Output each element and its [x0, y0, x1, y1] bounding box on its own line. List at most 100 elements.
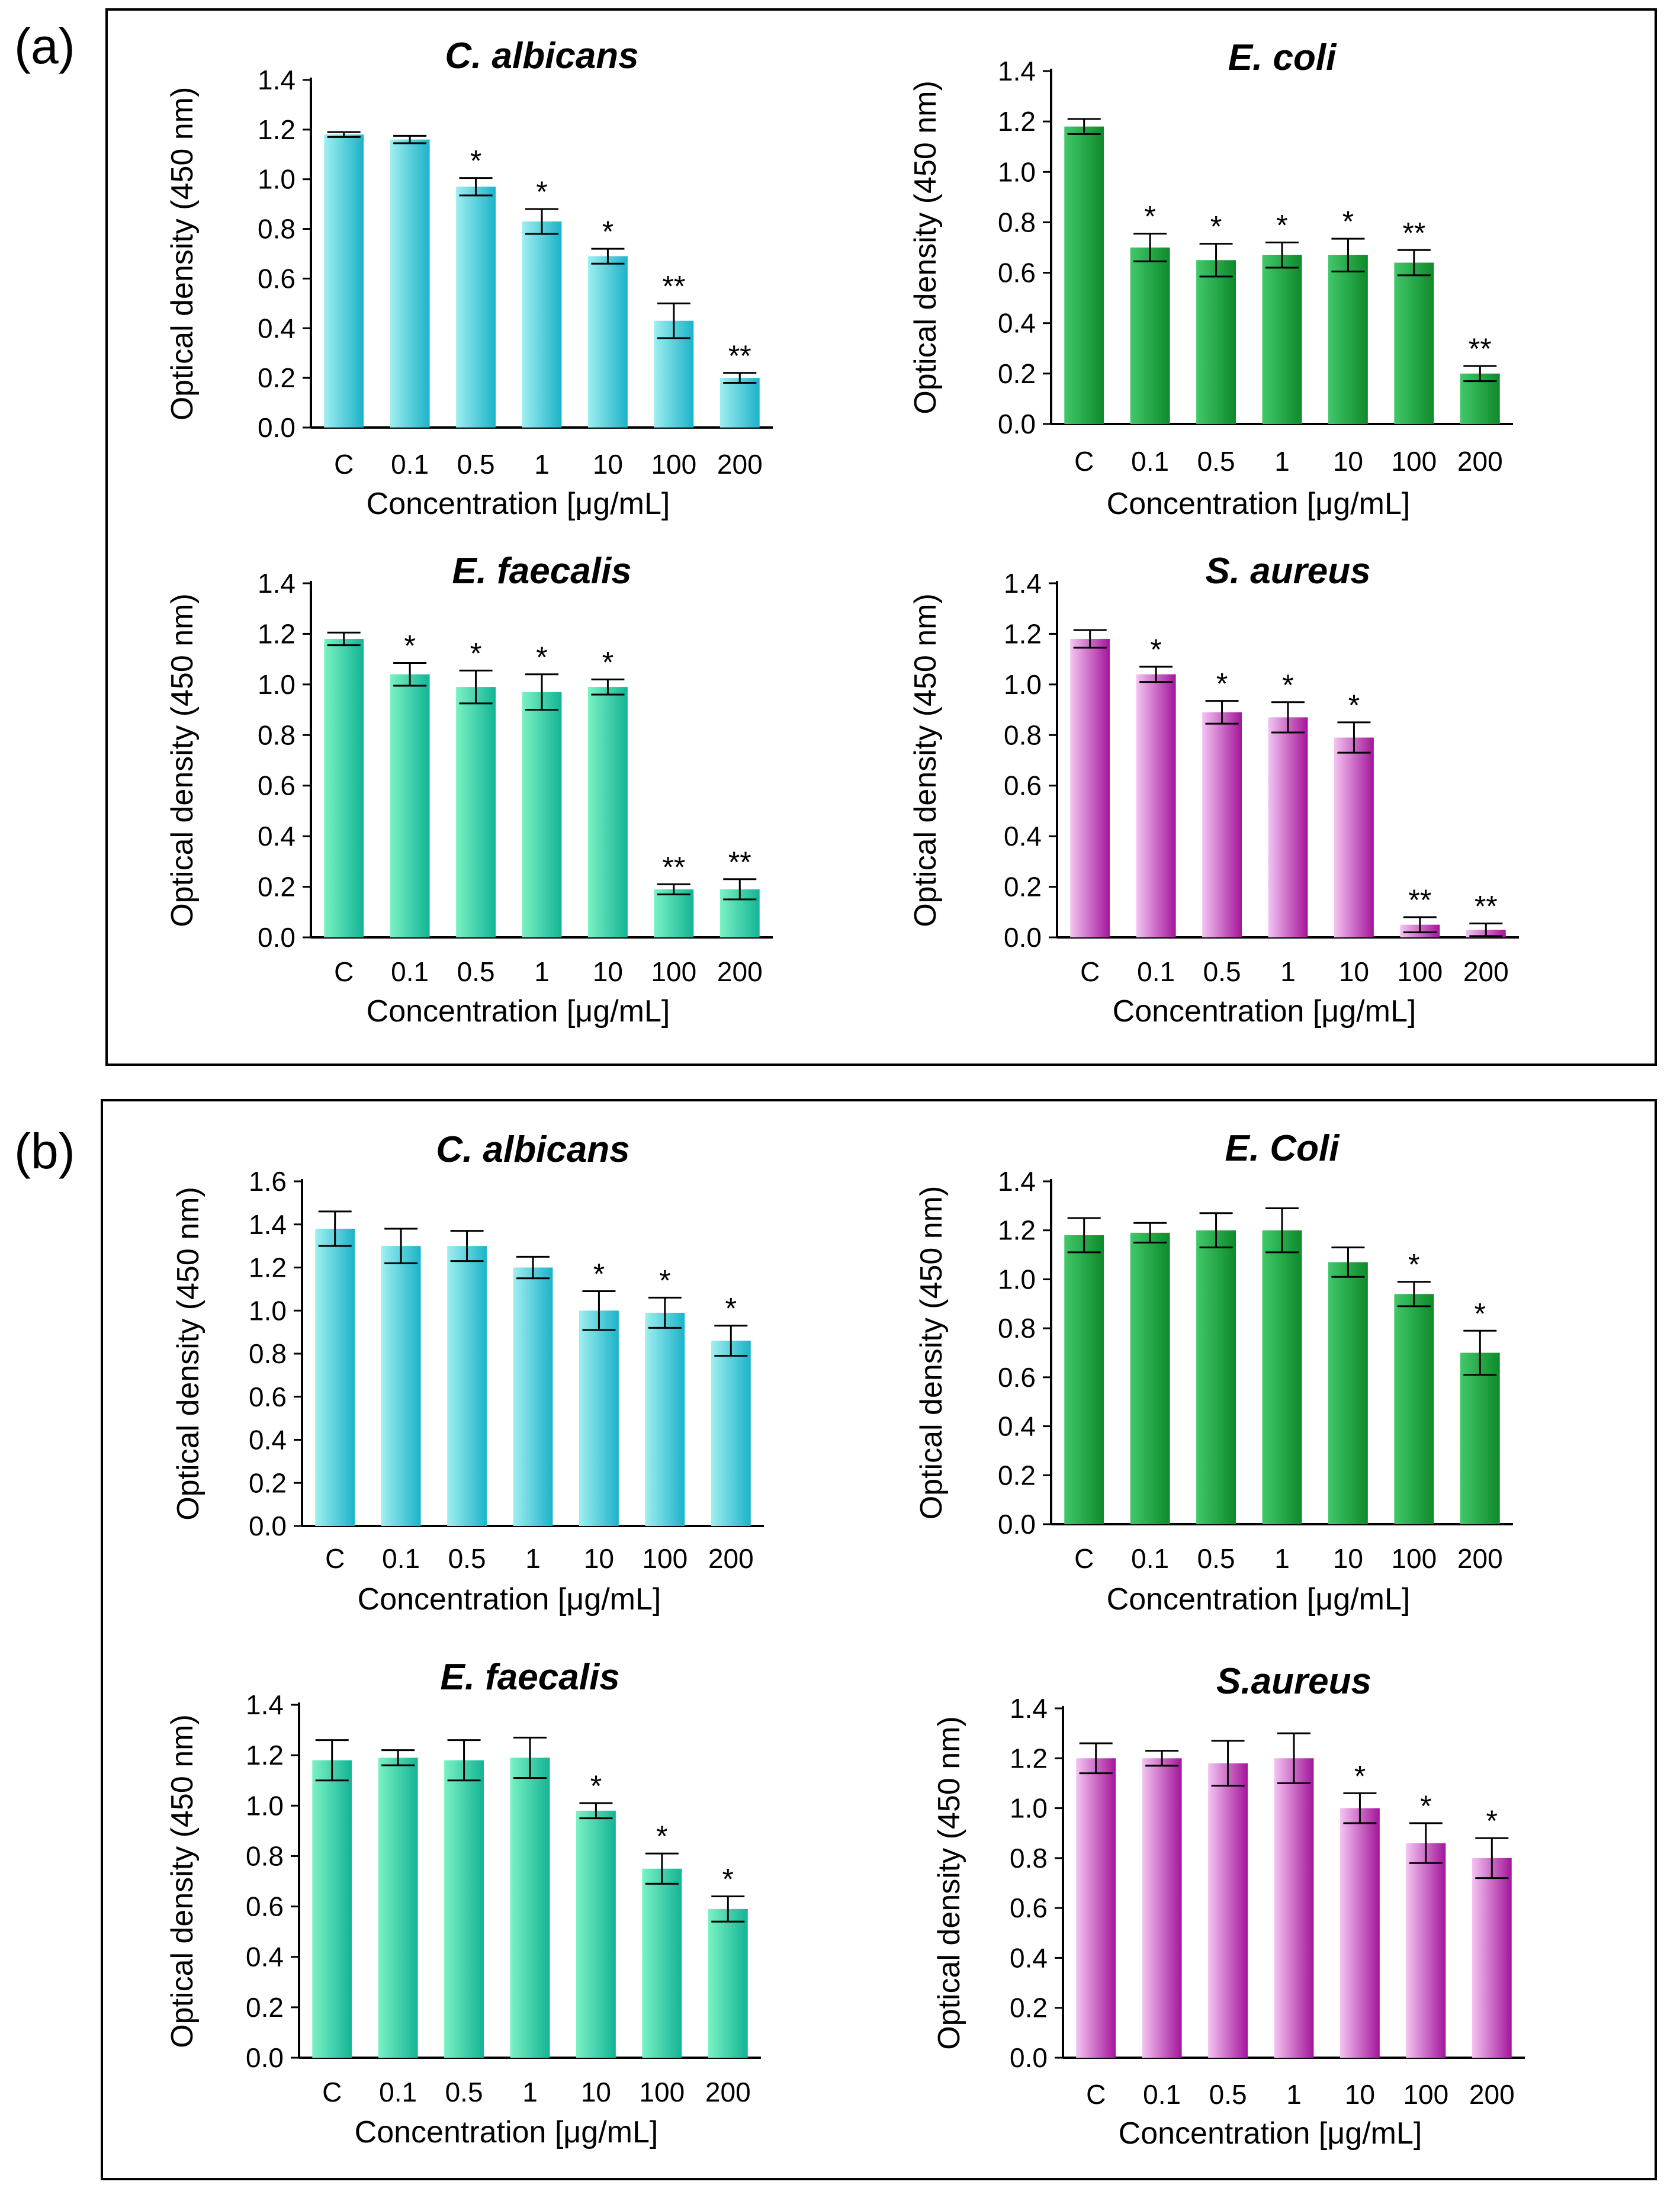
- y-tick-label: 0.8: [998, 207, 1036, 237]
- y-axis-label: Optical density (450 nm): [165, 1714, 200, 2048]
- y-tick-label: 0.8: [249, 1338, 287, 1369]
- y-tick-label: 0.0: [1004, 922, 1042, 953]
- bar: [312, 1760, 352, 2058]
- significance-marker: *: [470, 144, 481, 178]
- bar: [1394, 262, 1434, 424]
- x-tick-label: 100: [651, 956, 696, 987]
- x-axis-label: Concentration [μg/mL]: [1107, 487, 1411, 521]
- y-tick-label: 0.6: [246, 1891, 284, 1922]
- bar: [1202, 712, 1242, 937]
- significance-marker: *: [536, 641, 547, 674]
- chart-5: 0.0 0.2 0.4 0.6 0.8 1.0 1.2 1.4 1.6 C 0.1 0.5 1 * 10 * 1…: [171, 1129, 764, 1617]
- y-axis-label: Optical density (450 nm): [932, 1716, 966, 2050]
- chart-7: 0.0 0.2 0.4 0.6 0.8 1.0 1.2 1.4 C 0.1 0.5 1 * 10 * 100 *…: [165, 1657, 761, 2150]
- y-tick-label: 0.4: [998, 308, 1036, 339]
- bar: [1472, 1858, 1512, 2058]
- bar: [510, 1758, 550, 2058]
- chart-title: C. albicans: [445, 36, 638, 76]
- y-tick-label: 0.2: [258, 362, 295, 393]
- y-tick-label: 0.0: [246, 2042, 284, 2073]
- significance-marker: *: [1216, 667, 1228, 701]
- bar: [456, 187, 496, 428]
- y-tick-label: 0.6: [1010, 1893, 1048, 1923]
- significance-marker: *: [1342, 205, 1354, 238]
- bar: [1070, 638, 1110, 937]
- bar: [708, 1909, 748, 2058]
- y-tick-label: 1.4: [998, 1166, 1036, 1197]
- bar: [378, 1758, 418, 2058]
- x-tick-label: 1: [534, 956, 550, 987]
- chart-8: 0.0 0.2 0.4 0.6 0.8 1.0 1.2 1.4 C 0.1 0.5 1 * 10 * 100 *…: [932, 1661, 1525, 2151]
- x-tick-label: 200: [717, 449, 763, 480]
- bar: [324, 134, 364, 428]
- chart-6: 0.0 0.2 0.4 0.6 0.8 1.0 1.2 1.4 C 0.1 0.5 1 10 * 100 * 2…: [914, 1128, 1513, 1617]
- y-tick-label: 0.0: [1010, 2042, 1048, 2073]
- bar: [1262, 255, 1302, 424]
- y-tick-label: 0.2: [1004, 872, 1042, 902]
- bar: [1328, 1262, 1368, 1524]
- significance-marker: *: [725, 1292, 737, 1325]
- x-axis-label: Concentration [μg/mL]: [355, 2115, 658, 2150]
- bar: [447, 1246, 487, 1526]
- x-tick-label: 0.1: [1143, 2079, 1181, 2110]
- y-tick-label: 0.6: [998, 1362, 1036, 1393]
- x-tick-label: 100: [1391, 446, 1437, 477]
- x-tick-label: 100: [651, 449, 696, 480]
- x-tick-label: 10: [1333, 1543, 1363, 1574]
- y-axis-label: Optical density (450 nm): [165, 87, 200, 421]
- significance-marker: *: [590, 1769, 602, 1803]
- y-tick-label: 0.8: [258, 214, 295, 245]
- significance-marker: **: [1475, 890, 1498, 923]
- bar: [1130, 1232, 1170, 1524]
- x-tick-label: 0.5: [457, 449, 495, 480]
- y-tick-label: 1.4: [1010, 1693, 1048, 1724]
- bar: [1130, 248, 1170, 424]
- x-tick-label: C: [1080, 956, 1100, 987]
- significance-marker: **: [662, 269, 685, 303]
- y-tick-label: 0.6: [998, 258, 1036, 288]
- y-tick-label: 0.8: [998, 1313, 1036, 1344]
- bar: [513, 1267, 553, 1526]
- x-tick-label: 10: [581, 2077, 611, 2107]
- y-tick-label: 1.2: [249, 1252, 287, 1283]
- y-tick-label: 1.0: [246, 1790, 284, 1821]
- significance-marker: *: [1354, 1759, 1366, 1792]
- x-tick-label: 10: [593, 956, 623, 987]
- y-axis-label: Optical density (450 nm): [171, 1187, 205, 1521]
- x-tick-label: 0.1: [1131, 446, 1169, 477]
- significance-marker: *: [536, 175, 547, 208]
- y-tick-label: 0.6: [258, 263, 295, 294]
- panel-b-label: (b): [14, 1123, 75, 1179]
- bar: [645, 1312, 685, 1526]
- x-tick-label: C: [334, 449, 354, 480]
- x-tick-label: 0.1: [391, 449, 429, 480]
- y-tick-label: 1.4: [246, 1689, 284, 1720]
- x-tick-label: 200: [708, 1543, 754, 1574]
- y-tick-label: 0.6: [249, 1381, 287, 1412]
- significance-marker: *: [602, 645, 613, 679]
- x-tick-label: 10: [1333, 446, 1363, 477]
- bar: [522, 692, 562, 937]
- y-tick-label: 1.0: [998, 1264, 1036, 1294]
- significance-marker: **: [1402, 216, 1425, 249]
- x-axis-label: Concentration [μg/mL]: [1119, 2116, 1422, 2151]
- bar: [1394, 1294, 1434, 1524]
- x-tick-label: C: [1074, 1543, 1094, 1574]
- x-tick-label: 1: [1286, 2079, 1302, 2110]
- significance-marker: **: [1469, 332, 1492, 365]
- x-tick-label: 10: [1339, 956, 1369, 987]
- significance-marker: *: [1282, 669, 1293, 702]
- bar: [1274, 1758, 1314, 2058]
- bar: [456, 687, 496, 937]
- chart-title: S.aureus: [1216, 1661, 1371, 1702]
- x-tick-label: 1: [1274, 1543, 1290, 1574]
- bar: [381, 1246, 421, 1526]
- x-tick-label: 0.1: [1137, 956, 1175, 987]
- x-tick-label: 0.1: [379, 2077, 417, 2107]
- x-tick-label: 0.5: [457, 956, 495, 987]
- bar: [711, 1341, 751, 1526]
- significance-marker: *: [1486, 1804, 1498, 1837]
- x-tick-label: 0.5: [1203, 956, 1241, 987]
- y-tick-label: 0.4: [246, 1942, 284, 1972]
